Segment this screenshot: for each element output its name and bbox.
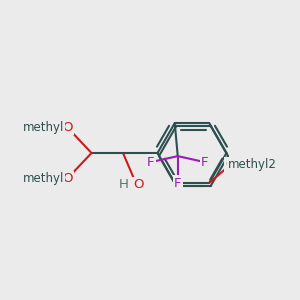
Text: F: F xyxy=(147,156,154,169)
Text: F: F xyxy=(174,177,182,190)
Text: O: O xyxy=(62,121,73,134)
Text: F: F xyxy=(201,156,208,169)
Text: methyl: methyl xyxy=(23,121,64,134)
Text: O: O xyxy=(225,158,236,171)
Text: O: O xyxy=(134,178,144,191)
Text: methyl2: methyl2 xyxy=(228,158,277,171)
Text: methyl: methyl xyxy=(23,172,64,185)
Text: O: O xyxy=(62,172,73,185)
Text: H: H xyxy=(119,178,129,191)
